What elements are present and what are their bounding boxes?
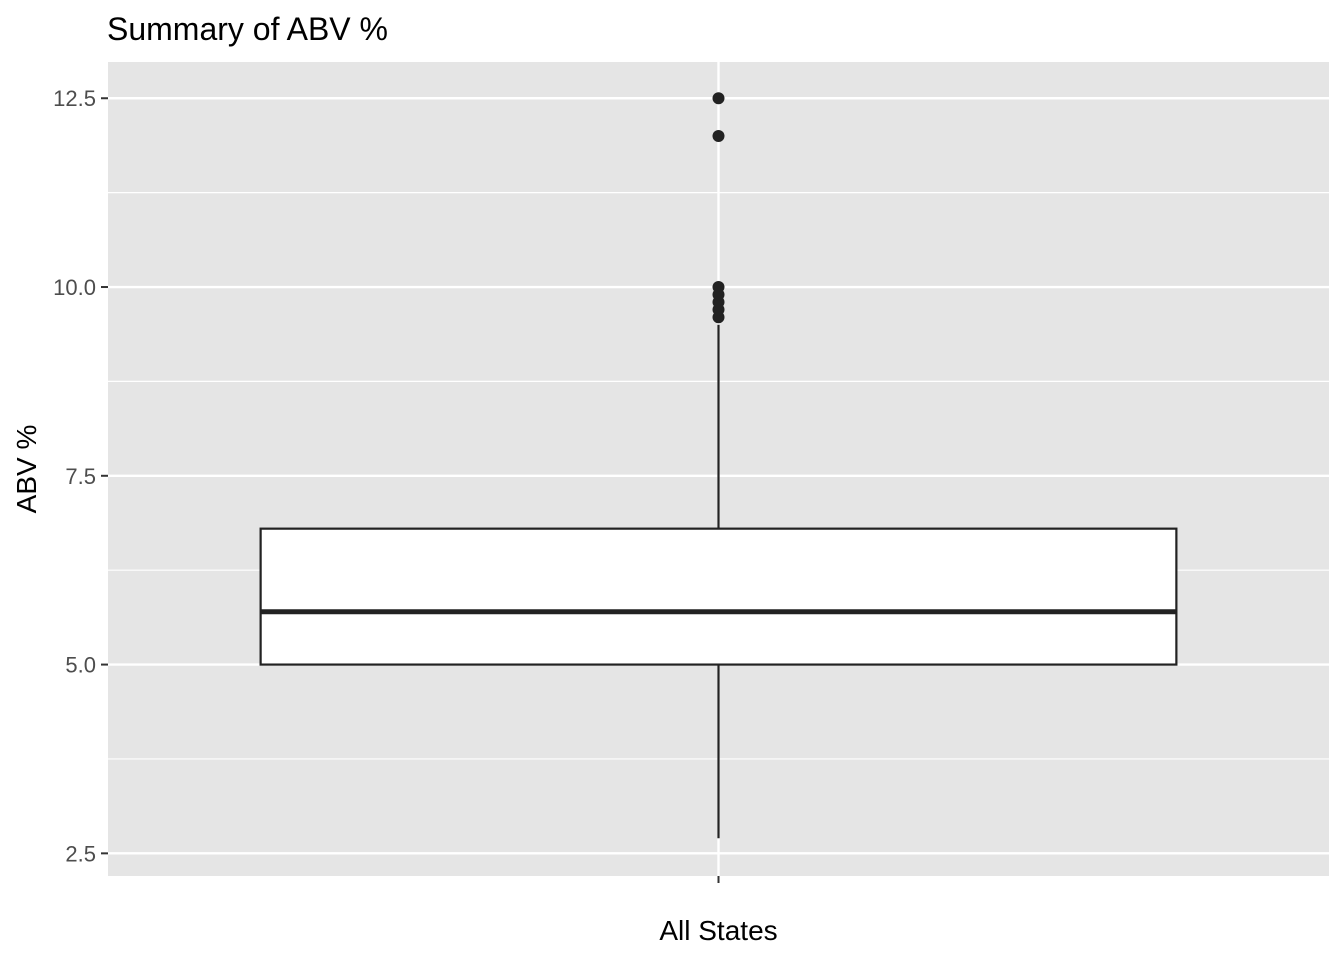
y-axis: 2.5 5.0 7.5 10.0 12.5 bbox=[53, 86, 108, 866]
y-tick-label: 2.5 bbox=[65, 841, 96, 866]
x-category-label: All States bbox=[659, 915, 777, 946]
y-axis-title: ABV % bbox=[11, 425, 42, 514]
y-tick-label: 5.0 bbox=[65, 653, 96, 678]
y-tick-label: 12.5 bbox=[53, 86, 96, 111]
x-axis: All States bbox=[659, 876, 778, 946]
outlier-point bbox=[712, 92, 725, 105]
y-tick-label: 7.5 bbox=[65, 464, 96, 489]
box-layer bbox=[259, 92, 1178, 839]
outlier-point bbox=[712, 130, 725, 142]
y-tick-label: 10.0 bbox=[53, 275, 96, 300]
chart-title: Summary of ABV % bbox=[107, 11, 388, 47]
iqr-box bbox=[259, 527, 1178, 666]
outlier-point bbox=[712, 281, 725, 294]
